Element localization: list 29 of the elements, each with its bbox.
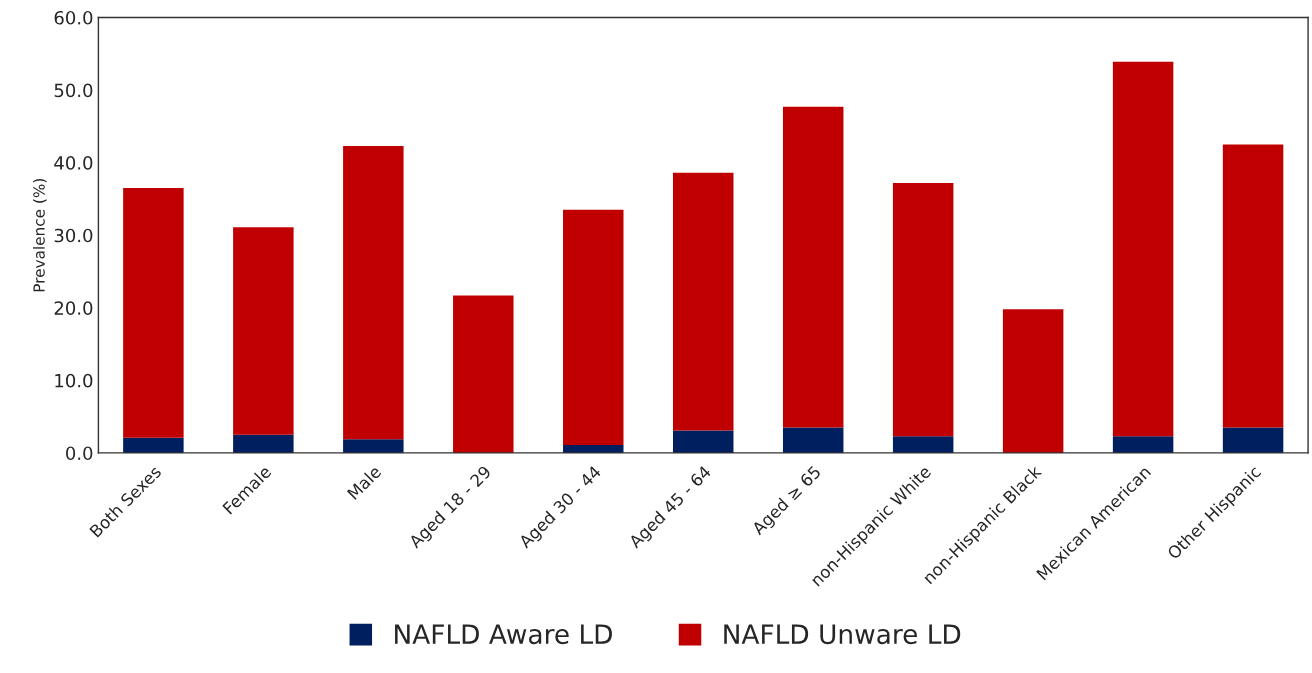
bar (1222, 427, 1284, 453)
y-tick-label: 40.0 (54, 156, 93, 170)
bar (1222, 144, 1284, 428)
y-tick-label: 50.0 (54, 83, 93, 98)
legend-label: NAFLD Unware LD (724, 624, 961, 645)
bar (892, 436, 954, 453)
legend-label: NAFLD Aware LD (395, 624, 612, 645)
bar (1112, 61, 1174, 437)
bar (123, 188, 184, 438)
bar (563, 209, 624, 445)
bar (453, 295, 514, 453)
y-tick-label: 0.0 (66, 446, 93, 461)
bar (233, 227, 294, 435)
y-tick-label: 20.0 (54, 301, 93, 315)
bar (672, 430, 734, 453)
bar (672, 172, 734, 431)
y-tick-label: 30.0 (54, 228, 93, 243)
bar (233, 434, 294, 453)
bar (123, 437, 184, 453)
y-axis-title: Prevalence (%) (33, 178, 47, 292)
bar (1002, 309, 1064, 453)
bar (343, 145, 404, 440)
y-tick-label: 60.0 (54, 10, 93, 25)
bar (782, 106, 844, 428)
bar (343, 439, 404, 453)
bar (1112, 436, 1174, 453)
y-tick-label: 10.0 (55, 373, 93, 388)
bar (782, 427, 844, 453)
bar (892, 182, 954, 437)
